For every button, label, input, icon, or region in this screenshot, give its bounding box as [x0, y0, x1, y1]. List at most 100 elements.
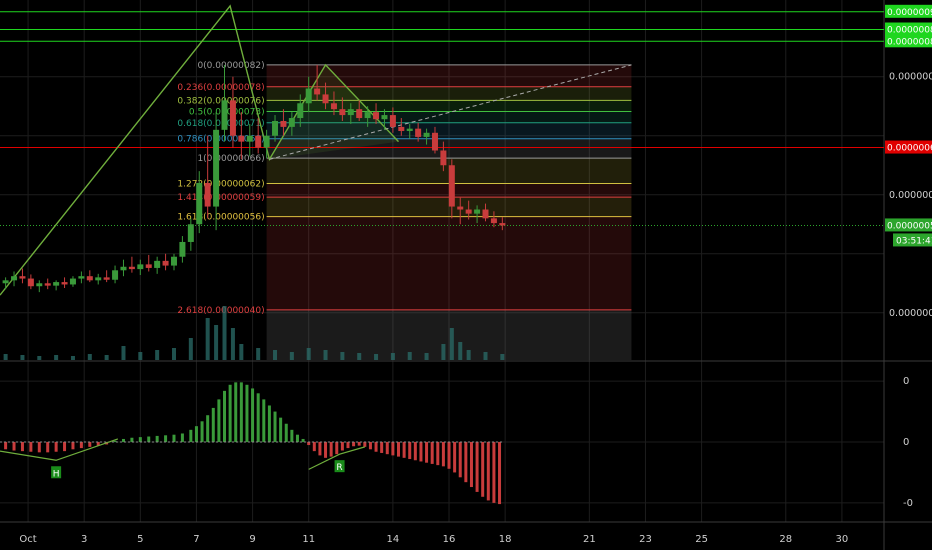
x-tick-label: 9	[249, 534, 255, 545]
oscillator-bar	[284, 423, 288, 442]
volume-bar	[289, 352, 294, 360]
candle-body	[339, 109, 346, 116]
candle-body	[19, 276, 26, 279]
x-tick-label: 7	[193, 534, 199, 545]
candle-body	[398, 126, 405, 132]
oscillator-bar	[180, 433, 184, 442]
candles	[2, 64, 506, 293]
oscillator-bar	[447, 442, 451, 469]
candle-body	[431, 132, 438, 151]
candle-body	[482, 209, 489, 219]
volume-bar	[323, 350, 328, 360]
candle-body	[61, 282, 68, 285]
oscillator-bar	[239, 382, 243, 442]
oscillator-bar	[279, 417, 283, 442]
oscillator-bar	[20, 442, 24, 452]
oscillator-tick-label: -0	[903, 498, 913, 509]
oscillator-bar	[113, 440, 117, 442]
volume-bar	[70, 356, 75, 360]
volume-bars	[3, 306, 505, 360]
oscillator-bar	[475, 442, 479, 492]
oscillator-bar	[37, 442, 41, 453]
countdown-tag	[893, 233, 932, 247]
oscillator-bar	[96, 442, 100, 446]
oscillator-bar	[352, 442, 356, 447]
candle-body	[263, 135, 270, 148]
candle-body	[78, 276, 85, 279]
oscillator-bar	[54, 442, 58, 452]
oscillator-bar	[312, 442, 316, 452]
volume-bar	[256, 348, 261, 360]
candle-body	[246, 135, 253, 142]
divergence-line	[308, 446, 365, 470]
x-tick-label: 5	[137, 534, 143, 545]
volume-bar	[20, 355, 25, 360]
oscillator-bar	[71, 442, 75, 450]
candle-body	[44, 283, 51, 286]
divergence-line	[0, 438, 119, 461]
oscillator-bar	[335, 442, 339, 455]
volume-bar	[214, 325, 219, 360]
oscillator-bar	[374, 442, 378, 452]
axes: Oct 3 5 7 9 11 14 16 18 21 23 25 28 30 0.00000080 0.000…	[19, 4, 932, 545]
fib-zone	[266, 100, 632, 112]
oscillator-bar	[413, 442, 417, 461]
candle-body	[154, 260, 161, 268]
oscillator-bar	[430, 442, 434, 464]
fib-zone	[266, 64, 632, 87]
candle-body	[415, 128, 422, 137]
candle-body	[204, 182, 211, 207]
price-tag	[885, 140, 932, 154]
oscillator-bar	[189, 429, 193, 442]
oscillator-bar	[262, 399, 266, 442]
candle-body	[440, 150, 447, 166]
oscillator-bar	[391, 442, 395, 456]
oscillator-bar	[397, 442, 401, 457]
oscillator-bar	[223, 390, 227, 442]
oscillator-bar	[256, 393, 260, 442]
candle-body	[490, 218, 497, 224]
candle-body	[145, 264, 152, 268]
oscillator-bar	[138, 437, 142, 442]
candle-body	[465, 209, 472, 214]
fib-zone	[266, 216, 632, 310]
oscillator-bar	[441, 442, 445, 467]
oscillator-bar	[318, 442, 322, 456]
candle-body	[356, 109, 363, 119]
x-tick-label: 23	[639, 534, 652, 545]
volume-bar	[390, 353, 395, 360]
price-tag-label: 0.00000086	[887, 37, 932, 47]
x-tick-label: 11	[302, 534, 315, 545]
candle-body	[288, 118, 295, 127]
horizontal-lines[interactable]	[0, 11, 884, 226]
candle-body	[196, 182, 203, 225]
oscillator-bar	[408, 442, 412, 460]
fib-zone	[266, 86, 632, 101]
candle-body	[162, 260, 169, 266]
candle-body	[389, 115, 396, 127]
volume-bar	[138, 352, 143, 360]
oscillator-tick-label: 0	[903, 376, 909, 387]
oscillator-panel: HR	[0, 382, 503, 505]
oscillator-bar	[46, 442, 50, 453]
fib-zone	[266, 111, 632, 123]
volume-bar	[273, 350, 278, 360]
candle-body	[2, 280, 9, 284]
x-tick-label: 16	[443, 534, 456, 545]
candle-body	[95, 277, 102, 281]
price-tag	[885, 34, 932, 48]
fibonacci-retracement[interactable]: 0(0.00000082) 0.236(0.00000078) 0.382(0.00…	[177, 61, 632, 360]
x-tick-label: 18	[499, 534, 512, 545]
candle-body	[170, 256, 177, 266]
fib-level-label: 0.236(0.00000078)	[177, 83, 264, 93]
x-tick-label: 14	[387, 534, 400, 545]
oscillator-bar	[436, 442, 440, 466]
candle-body	[213, 129, 220, 207]
volume-bar	[500, 354, 505, 360]
oscillator-bar	[29, 442, 33, 452]
oscillator-bar	[172, 434, 176, 442]
signal-marker-label: H	[53, 469, 60, 479]
candle-body	[179, 241, 186, 257]
candle-body	[423, 132, 430, 137]
